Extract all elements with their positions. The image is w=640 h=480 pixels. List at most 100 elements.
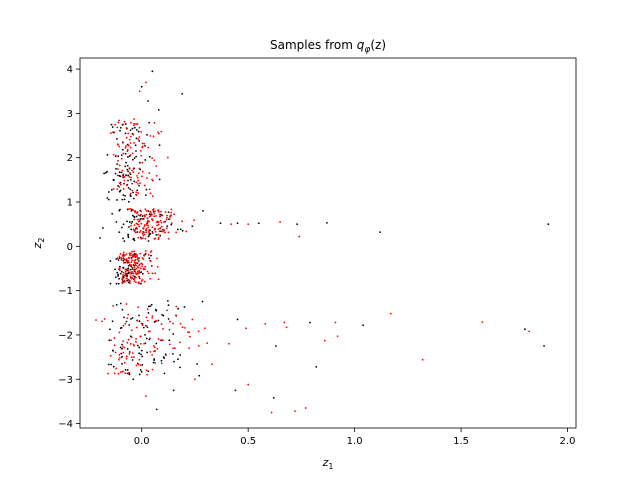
scatter-point bbox=[133, 218, 136, 221]
scatter-point bbox=[126, 148, 129, 151]
scatter-point bbox=[159, 227, 161, 230]
scatter-point bbox=[117, 121, 120, 124]
scatter-point bbox=[116, 174, 119, 177]
y-tick-label: 1 bbox=[67, 198, 73, 209]
scatter-point bbox=[173, 213, 176, 216]
scatter-point bbox=[175, 305, 178, 308]
scatter-point bbox=[135, 281, 137, 284]
scatter-point bbox=[157, 209, 160, 212]
scatter-point bbox=[135, 215, 138, 218]
scatter-point bbox=[362, 324, 365, 327]
x-axis-label: z1 bbox=[322, 456, 334, 471]
scatter-point bbox=[123, 198, 126, 201]
scatter-point bbox=[131, 270, 134, 273]
scatter-point bbox=[140, 342, 142, 345]
scatter-point bbox=[148, 213, 151, 215]
scatter-point bbox=[136, 218, 139, 221]
scatter-point bbox=[120, 270, 123, 273]
scatter-point bbox=[151, 70, 154, 73]
scatter-point bbox=[118, 255, 121, 258]
scatter-point bbox=[136, 258, 139, 261]
scatter-point bbox=[131, 220, 134, 223]
scatter-point bbox=[170, 223, 173, 226]
scatter-point bbox=[159, 234, 162, 237]
scatter-point bbox=[140, 154, 143, 157]
scatter-point bbox=[146, 217, 149, 220]
scatter-point bbox=[131, 214, 134, 217]
scatter-point bbox=[146, 351, 149, 354]
scatter-point bbox=[125, 184, 128, 187]
scatter-point bbox=[125, 357, 128, 360]
scatter-point bbox=[132, 168, 135, 170]
scatter-point bbox=[147, 370, 150, 373]
scatter-point bbox=[148, 155, 151, 158]
scatter-point bbox=[113, 344, 116, 347]
scatter-point bbox=[138, 126, 141, 129]
scatter-point bbox=[169, 320, 171, 323]
scatter-point bbox=[163, 229, 166, 232]
scatter-point bbox=[236, 222, 239, 225]
scatter-point bbox=[135, 364, 138, 367]
scatter-point bbox=[157, 228, 160, 231]
scatter-point bbox=[121, 282, 124, 285]
scatter-point bbox=[153, 320, 156, 323]
scatter-point bbox=[130, 176, 132, 179]
scatter-point bbox=[147, 330, 150, 333]
scatter-point bbox=[131, 359, 134, 361]
scatter-point bbox=[141, 142, 144, 145]
scatter-point bbox=[126, 174, 129, 177]
scatter-point bbox=[123, 258, 126, 261]
scatter-point bbox=[379, 231, 382, 234]
scatter-point bbox=[122, 324, 125, 327]
scatter-point bbox=[272, 396, 275, 399]
scatter-point bbox=[139, 229, 142, 232]
scatter-point bbox=[543, 345, 545, 347]
scatter-point bbox=[129, 280, 131, 283]
scatter-point bbox=[128, 253, 131, 256]
scatter-point bbox=[130, 224, 132, 227]
scatter-point bbox=[119, 346, 122, 349]
scatter-point bbox=[172, 333, 175, 335]
scatter-point bbox=[136, 270, 139, 273]
scatter-point bbox=[127, 236, 130, 239]
scatter-point bbox=[131, 316, 134, 319]
scatter-point bbox=[177, 358, 179, 361]
scatter-point bbox=[147, 305, 150, 308]
scatter-point bbox=[139, 213, 142, 216]
scatter-point bbox=[161, 214, 164, 217]
scatter-point bbox=[155, 174, 158, 177]
scatter-point bbox=[160, 221, 163, 224]
scatter-point bbox=[119, 208, 121, 211]
scatter-point bbox=[164, 211, 167, 214]
scatter-point bbox=[157, 221, 160, 223]
scatter-point bbox=[162, 221, 165, 223]
scatter-point bbox=[128, 352, 131, 355]
scatter-point bbox=[135, 338, 137, 340]
scatter-point bbox=[121, 148, 124, 151]
scatter-point bbox=[128, 226, 130, 228]
scatter-point bbox=[120, 258, 123, 261]
scatter-point bbox=[149, 211, 152, 214]
scatter-point bbox=[140, 85, 143, 88]
scatter-point bbox=[143, 254, 146, 256]
scatter-point bbox=[181, 92, 184, 95]
scatter-point bbox=[153, 346, 156, 349]
chart-title-prefix: Samples from bbox=[270, 38, 357, 52]
scatter-point bbox=[188, 347, 190, 350]
scatter-point bbox=[146, 319, 149, 322]
scatter-point bbox=[168, 339, 171, 342]
scatter-point bbox=[164, 231, 166, 234]
scatter-point bbox=[160, 323, 163, 326]
scatter-point bbox=[126, 164, 129, 167]
scatter-point bbox=[131, 266, 133, 269]
scatter-point bbox=[154, 210, 157, 213]
scatter-point bbox=[132, 171, 135, 174]
scatter-point bbox=[119, 265, 121, 268]
scatter-point bbox=[133, 224, 136, 227]
scatter-point bbox=[274, 345, 277, 347]
scatter-point bbox=[127, 338, 130, 341]
scatter-point bbox=[131, 182, 134, 185]
scatter-point bbox=[122, 340, 124, 343]
scatter-point bbox=[130, 329, 133, 332]
scatter-point bbox=[142, 258, 145, 261]
